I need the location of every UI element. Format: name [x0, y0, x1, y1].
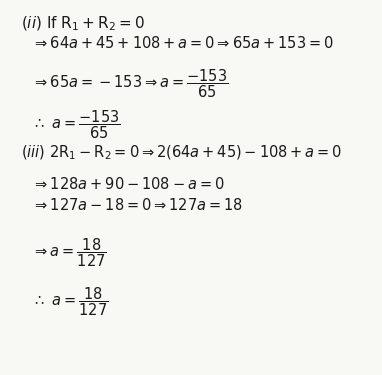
- Text: $\therefore\ a = \dfrac{-153}{65}$: $\therefore\ a = \dfrac{-153}{65}$: [32, 109, 121, 141]
- Text: $\Rightarrow 64a + 45 + 108 + a = 0 \Rightarrow 65a + 153 = 0$: $\Rightarrow 64a + 45 + 108 + a = 0 \Rig…: [32, 34, 334, 51]
- Text: $\Rightarrow a = \dfrac{18}{127}$: $\Rightarrow a = \dfrac{18}{127}$: [32, 236, 107, 269]
- Text: $(iii)$ $2\mathrm{R}_1 - \mathrm{R}_2 = 0 \Rightarrow 2(64a + 45) - 108 + a = 0$: $(iii)$ $2\mathrm{R}_1 - \mathrm{R}_2 = …: [21, 143, 342, 162]
- Text: $\Rightarrow 65a = -153 \Rightarrow a = \dfrac{-153}{65}$: $\Rightarrow 65a = -153 \Rightarrow a = …: [32, 68, 229, 100]
- Text: $\Rightarrow 128a + 90 - 108 - a = 0$: $\Rightarrow 128a + 90 - 108 - a = 0$: [32, 176, 225, 192]
- Text: $\Rightarrow 127a - 18 = 0 \Rightarrow 127a = 18$: $\Rightarrow 127a - 18 = 0 \Rightarrow 1…: [32, 197, 243, 213]
- Text: $(ii)$ If $\mathrm{R}_1 + \mathrm{R}_2 = 0$: $(ii)$ If $\mathrm{R}_1 + \mathrm{R}_2 =…: [21, 14, 145, 33]
- Text: $\therefore\ a = \dfrac{18}{127}$: $\therefore\ a = \dfrac{18}{127}$: [32, 285, 109, 318]
